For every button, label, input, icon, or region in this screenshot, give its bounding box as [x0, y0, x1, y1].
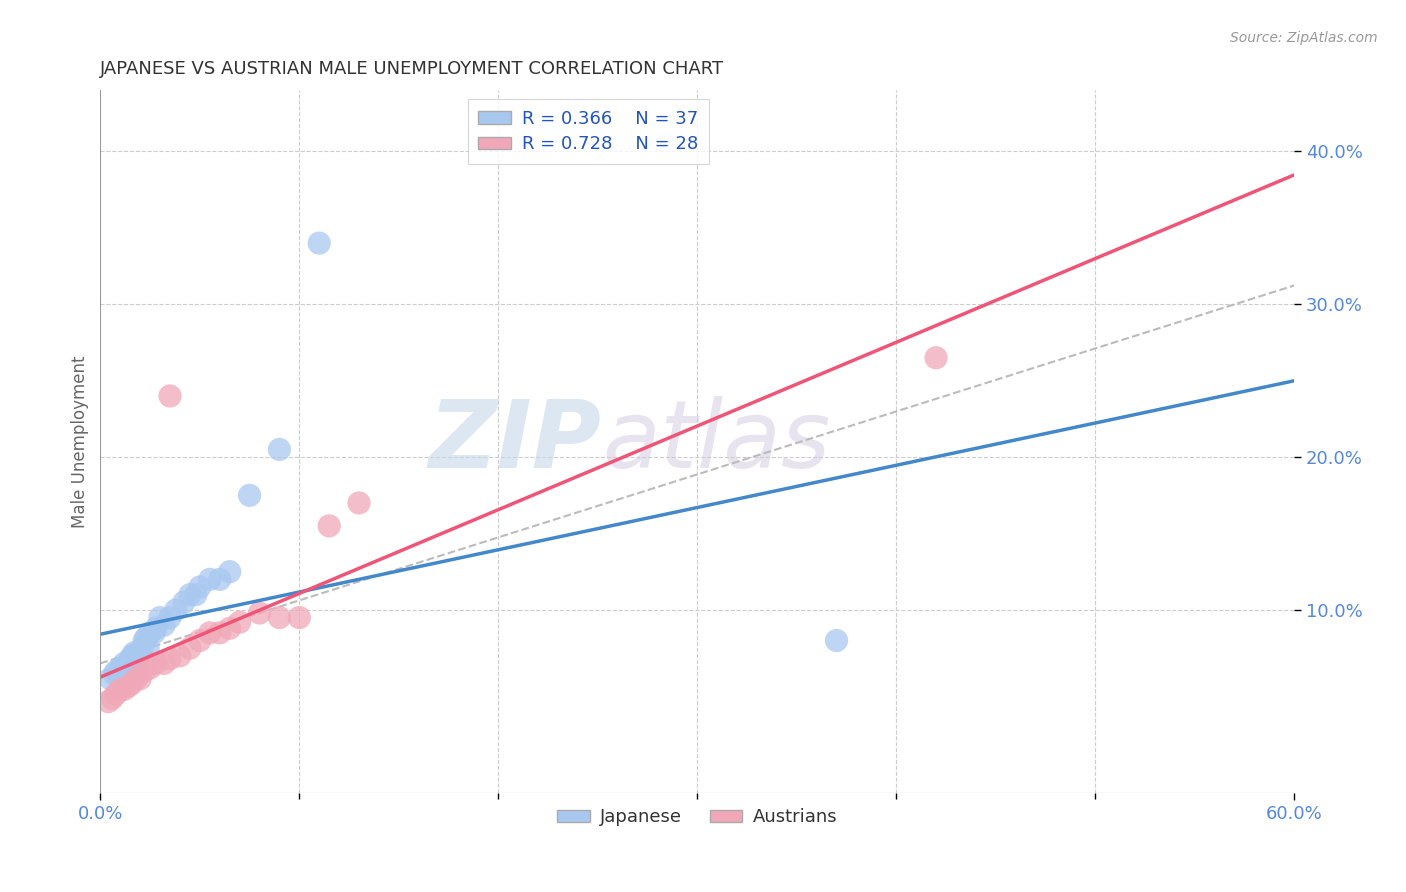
Point: [169, 648, 191, 663]
Point: [143, 625, 166, 640]
Point: [208, 573, 231, 587]
Point: [117, 679, 139, 693]
Point: [136, 641, 159, 656]
Point: [117, 657, 139, 671]
Point: [288, 610, 311, 624]
Point: [249, 606, 271, 620]
Point: [159, 610, 181, 624]
Point: [121, 648, 143, 663]
Point: [120, 652, 142, 666]
Point: [179, 588, 201, 602]
Point: [149, 610, 172, 624]
Point: [925, 351, 948, 365]
Point: [121, 676, 143, 690]
Point: [347, 496, 370, 510]
Point: [112, 657, 135, 671]
Text: Source: ZipAtlas.com: Source: ZipAtlas.com: [1230, 31, 1378, 45]
Text: ZIP: ZIP: [429, 396, 602, 488]
Point: [103, 667, 125, 681]
Point: [318, 519, 340, 533]
Point: [198, 573, 221, 587]
Legend: Japanese, Austrians: Japanese, Austrians: [550, 801, 845, 833]
Point: [308, 236, 330, 251]
Point: [127, 652, 149, 666]
Point: [112, 682, 135, 697]
Point: [239, 488, 262, 502]
Point: [179, 641, 201, 656]
Point: [98, 672, 121, 686]
Point: [115, 659, 138, 673]
Point: [134, 633, 156, 648]
Point: [188, 633, 211, 648]
Point: [159, 389, 181, 403]
Point: [269, 610, 291, 624]
Point: [218, 565, 240, 579]
Point: [188, 580, 211, 594]
Point: [825, 633, 848, 648]
Point: [139, 625, 162, 640]
Point: [120, 653, 142, 667]
Point: [218, 621, 240, 635]
Point: [110, 682, 132, 697]
Point: [228, 615, 250, 629]
Point: [184, 588, 207, 602]
Point: [153, 618, 176, 632]
Point: [122, 646, 145, 660]
Point: [125, 648, 148, 663]
Text: JAPANESE VS AUSTRIAN MALE UNEMPLOYMENT CORRELATION CHART: JAPANESE VS AUSTRIAN MALE UNEMPLOYMENT C…: [100, 60, 724, 78]
Point: [145, 621, 167, 635]
Point: [105, 687, 128, 701]
Point: [269, 442, 291, 457]
Text: atlas: atlas: [602, 396, 830, 487]
Point: [208, 625, 231, 640]
Point: [131, 641, 153, 656]
Point: [129, 646, 152, 660]
Point: [198, 625, 221, 640]
Point: [135, 631, 157, 645]
Point: [145, 657, 167, 671]
Point: [139, 661, 162, 675]
Point: [101, 691, 124, 706]
Point: [165, 603, 187, 617]
Point: [110, 661, 132, 675]
Point: [97, 695, 120, 709]
Point: [105, 664, 128, 678]
Point: [134, 664, 156, 678]
Y-axis label: Male Unemployment: Male Unemployment: [72, 356, 89, 528]
Point: [159, 652, 181, 666]
Point: [153, 657, 176, 671]
Point: [129, 672, 152, 686]
Point: [173, 595, 195, 609]
Point: [110, 664, 132, 678]
Point: [125, 672, 148, 686]
